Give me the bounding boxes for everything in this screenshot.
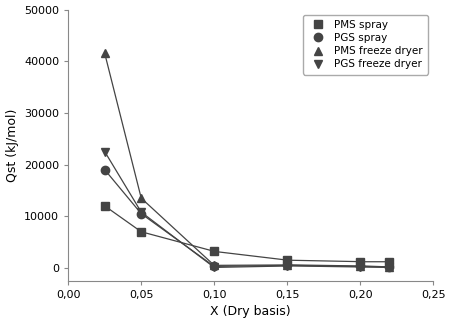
PGS freeze dryer bbox=[285, 264, 290, 268]
Line: PMS spray: PMS spray bbox=[101, 202, 394, 266]
PGS spray bbox=[212, 264, 217, 268]
PMS freeze dryer bbox=[102, 52, 107, 55]
Line: PMS freeze dryer: PMS freeze dryer bbox=[101, 49, 394, 271]
PMS spray bbox=[102, 204, 107, 208]
Y-axis label: Qst (kJ/mol): Qst (kJ/mol) bbox=[5, 109, 18, 182]
PMS freeze dryer bbox=[138, 196, 144, 200]
PMS freeze dryer bbox=[285, 263, 290, 267]
PGS spray bbox=[285, 263, 290, 267]
PMS spray bbox=[285, 258, 290, 262]
PGS spray bbox=[387, 265, 392, 269]
PMS freeze dryer bbox=[387, 265, 392, 269]
PMS spray bbox=[358, 260, 363, 264]
PGS spray bbox=[358, 264, 363, 268]
Line: PGS freeze dryer: PGS freeze dryer bbox=[101, 147, 394, 272]
Legend: PMS spray, PGS spray, PMS freeze dryer, PGS freeze dryer: PMS spray, PGS spray, PMS freeze dryer, … bbox=[303, 15, 428, 75]
PGS freeze dryer bbox=[387, 265, 392, 269]
PGS spray bbox=[138, 212, 144, 216]
PMS spray bbox=[212, 249, 217, 253]
PGS freeze dryer bbox=[212, 265, 217, 269]
PGS spray bbox=[102, 168, 107, 172]
PGS freeze dryer bbox=[138, 210, 144, 214]
PMS freeze dryer bbox=[358, 264, 363, 268]
PMS spray bbox=[138, 230, 144, 234]
Line: PGS spray: PGS spray bbox=[101, 166, 394, 271]
PMS freeze dryer bbox=[212, 263, 217, 267]
PMS spray bbox=[387, 260, 392, 264]
PGS freeze dryer bbox=[102, 150, 107, 154]
PGS freeze dryer bbox=[358, 265, 363, 269]
X-axis label: X (Dry basis): X (Dry basis) bbox=[210, 306, 291, 318]
